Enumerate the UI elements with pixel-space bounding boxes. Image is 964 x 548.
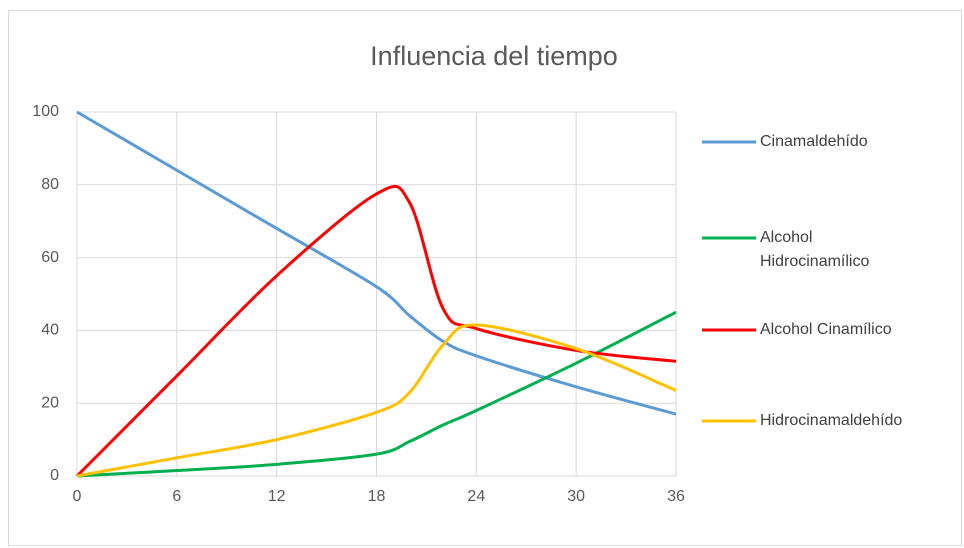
series-line — [75, 184, 677, 478]
series-line — [76, 110, 677, 416]
y-tick-label: 20 — [41, 394, 59, 411]
x-tick-label: 12 — [268, 488, 286, 505]
legend-label: Cinamaldehído — [760, 133, 868, 150]
chart-border — [8, 10, 962, 546]
chart-title: Influencia del tiempo — [370, 41, 618, 71]
y-tick-label: 80 — [41, 176, 59, 193]
x-tick-label: 24 — [467, 488, 485, 505]
y-tick-label: 0 — [50, 467, 59, 484]
legend-label: Hidrocinamaldehído — [760, 412, 903, 429]
y-tick-label: 60 — [41, 249, 59, 266]
x-tick-label: 36 — [667, 488, 685, 505]
series-line — [76, 323, 677, 478]
legend-label: Alcohol Cinamílico — [760, 321, 892, 338]
legend-label: Alcohol Hidrocinamílico — [760, 229, 870, 270]
series-line — [76, 310, 677, 478]
x-tick-label: 6 — [172, 488, 181, 505]
x-tick-label: 0 — [73, 488, 82, 505]
y-tick-label: 100 — [32, 103, 59, 120]
x-tick-label: 30 — [567, 488, 585, 505]
y-tick-label: 40 — [41, 322, 59, 339]
x-tick-label: 18 — [368, 488, 386, 505]
